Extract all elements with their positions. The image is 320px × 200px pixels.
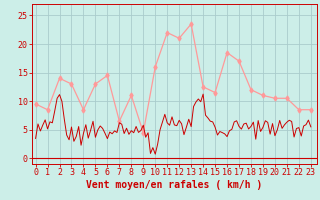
X-axis label: Vent moyen/en rafales ( km/h ): Vent moyen/en rafales ( km/h ) (86, 180, 262, 190)
